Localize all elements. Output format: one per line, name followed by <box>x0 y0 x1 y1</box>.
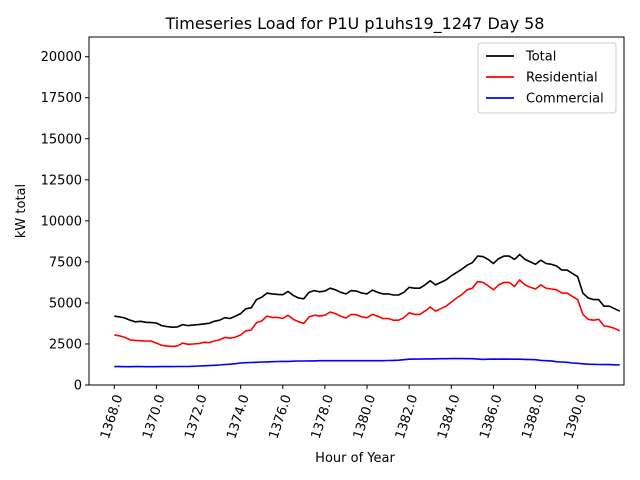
y-tick-label: 17500 <box>41 91 82 106</box>
chart-title: Timeseries Load for P1U p1uhs19_1247 Day… <box>165 14 545 34</box>
x-tick-label: 1390.0 <box>561 393 589 441</box>
legend-label-residential: Residential <box>526 71 598 86</box>
series-line-total <box>114 253 621 329</box>
y-tick-label: 15000 <box>41 132 82 147</box>
legend-label-commercial: Commercial <box>526 92 604 107</box>
plot-frame <box>88 36 625 386</box>
y-tick-label: 5000 <box>49 296 82 311</box>
series-line-commercial <box>114 357 620 368</box>
y-axis: 0 2500 5000 7500 10000 12500 15000 17500 20000 <box>41 50 89 394</box>
x-tick-label: 1368.0 <box>98 393 126 441</box>
x-axis: 1368.0 1370.0 1372.0 1374.0 1376.0 1378.0 1380… <box>98 385 590 441</box>
y-tick-label: 10000 <box>41 214 82 229</box>
series-line-residential <box>114 279 621 348</box>
legend-box <box>477 42 617 114</box>
y-tick-label: 20000 <box>41 50 82 65</box>
x-tick-label: 1372.0 <box>182 393 210 441</box>
x-tick-label: 1378.0 <box>309 393 337 441</box>
x-tick-label: 1386.0 <box>477 393 505 441</box>
x-tick-label: 1380.0 <box>351 393 379 441</box>
y-tick-label: 12500 <box>41 173 82 188</box>
legend: Total Residential Commercial <box>477 42 617 114</box>
x-axis-label: Hour of Year <box>315 451 395 466</box>
x-tick-label: 1370.0 <box>140 393 168 441</box>
x-tick-label: 1382.0 <box>393 393 421 441</box>
x-tick-label: 1384.0 <box>435 393 463 441</box>
y-tick-label: 0 <box>74 379 82 394</box>
y-tick-label: 2500 <box>49 337 82 352</box>
y-tick-label: 7500 <box>49 255 82 270</box>
x-tick-label: 1376.0 <box>267 393 295 441</box>
x-tick-label: 1388.0 <box>519 393 547 441</box>
series-layer <box>114 253 621 368</box>
x-tick-label: 1374.0 <box>224 393 252 441</box>
legend-label-total: Total <box>525 50 556 65</box>
y-axis-label: kW total <box>14 184 29 238</box>
